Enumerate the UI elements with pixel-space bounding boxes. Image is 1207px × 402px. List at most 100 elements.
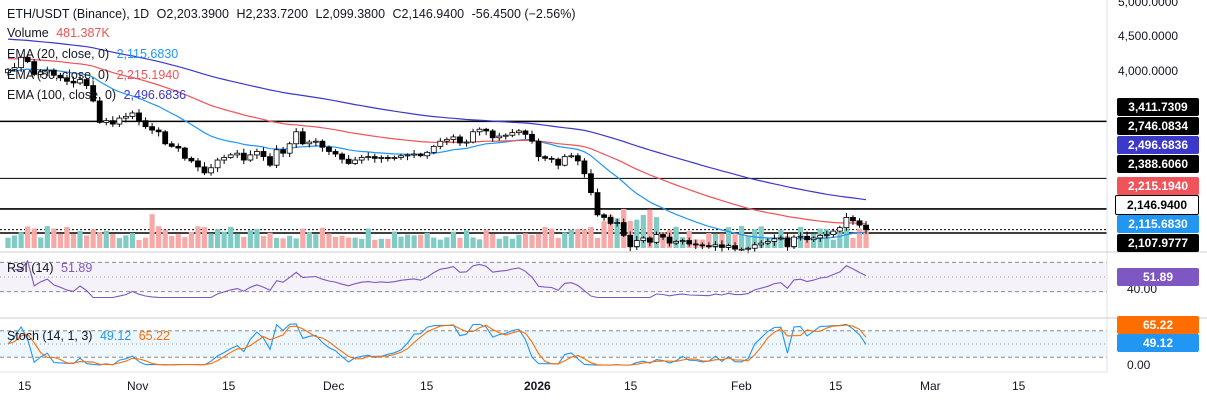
candle-body <box>712 244 719 247</box>
volume-bar <box>70 233 77 248</box>
volume-bar <box>490 233 496 248</box>
candle-body <box>37 71 44 75</box>
candle-body <box>771 238 778 242</box>
candle-body <box>306 141 313 145</box>
volume-bar <box>339 235 345 248</box>
candle-body <box>647 237 653 243</box>
candle-body <box>660 234 666 238</box>
volume-bar <box>863 228 869 248</box>
close-value: 2,146.9400 <box>401 7 465 21</box>
volume-bar <box>332 236 339 248</box>
volume-bar <box>463 230 470 248</box>
ema100-price-tag: 2,496.6836 <box>1117 136 1199 154</box>
symbol-title[interactable]: ETH/USDT (Binance), 1D <box>7 7 150 21</box>
volume-bar <box>837 232 843 248</box>
ema50-line <box>7 58 867 225</box>
rsi-legend: RSI (14) 51.89 <box>7 259 96 278</box>
volume-bar <box>57 233 63 248</box>
ema50-label[interactable]: EMA (50, close, 0) <box>7 68 110 82</box>
ema20-label[interactable]: EMA (20, close, 0) <box>7 47 110 61</box>
candle-body <box>378 157 385 159</box>
volume-bar <box>634 219 640 248</box>
candle-body <box>778 237 784 240</box>
candle-body <box>31 61 38 75</box>
rsi-label[interactable]: RSI (14) <box>7 261 54 275</box>
time-axis: 15 Nov 15 Dec 15 2026 15 Feb 15 Mar 15 <box>18 379 1026 393</box>
volume-bar <box>437 239 443 248</box>
volume-bar <box>5 237 11 248</box>
volume-bar <box>260 236 267 248</box>
candle-body <box>424 151 431 157</box>
volume-bar <box>418 234 424 248</box>
volume-bar <box>208 233 214 248</box>
volume-bar <box>18 232 24 248</box>
volume-bars <box>5 208 869 248</box>
candle-body <box>326 146 332 152</box>
candle-body <box>188 157 195 162</box>
ema100-label[interactable]: EMA (100, close, 0) <box>7 88 117 102</box>
candle-body <box>214 159 221 169</box>
candle-body <box>529 133 535 142</box>
volume-bar <box>378 238 384 248</box>
volume-bar <box>228 226 234 248</box>
open-value: 2,203.3900 <box>166 7 229 21</box>
candle-body <box>581 160 588 175</box>
close-label: C <box>392 7 402 21</box>
volume-bar <box>319 227 325 248</box>
candle-body <box>24 56 31 62</box>
volume-bar <box>280 238 286 248</box>
candle-body <box>312 140 319 143</box>
candle-body <box>358 157 365 161</box>
volume-bar <box>110 234 116 248</box>
volume-bar <box>830 239 836 248</box>
stoch-legend: Stoch (14, 1, 3) 49.12 65.22 <box>7 327 174 346</box>
candle-body <box>692 243 699 246</box>
candle-body <box>83 79 90 86</box>
candle-body <box>299 131 306 145</box>
candle-body <box>168 143 175 147</box>
volume-bar <box>365 228 371 248</box>
candle-body <box>195 160 201 168</box>
time-tick: 15 <box>420 379 434 393</box>
candle-body <box>607 217 614 224</box>
candle-body <box>764 240 771 244</box>
candle-body <box>535 140 542 158</box>
high-label: H <box>236 7 246 21</box>
candle-body <box>745 247 752 250</box>
volume-bar <box>850 237 856 248</box>
ema100-line <box>7 38 867 201</box>
volume-bar <box>535 233 542 248</box>
candle-body <box>784 237 791 247</box>
stoch-label[interactable]: Stoch (14, 1, 3) <box>7 329 93 343</box>
volume-bar <box>97 232 103 248</box>
candle-body <box>509 132 516 136</box>
candle-body <box>588 173 594 193</box>
volume-bar <box>856 228 863 248</box>
candle-body <box>181 147 188 159</box>
candle-body <box>627 234 634 247</box>
volume-bar <box>169 236 175 248</box>
candle-body <box>620 222 627 236</box>
volume-bar <box>706 233 712 248</box>
volume-bar <box>372 239 378 248</box>
candle-body <box>836 227 843 232</box>
volume-bar <box>77 230 83 248</box>
candle-body <box>561 156 568 166</box>
volume-bar <box>300 228 306 248</box>
ema50-legend: EMA (50, close, 0) 2,215.1940 <box>7 66 183 85</box>
candle-body <box>653 234 660 243</box>
candle-body <box>234 152 241 156</box>
time-tick: 15 <box>829 379 843 393</box>
volume-bar <box>542 227 548 248</box>
candle-body <box>260 151 267 158</box>
volume-bar <box>116 238 122 248</box>
time-tick: Feb <box>731 379 752 393</box>
candle-body <box>430 145 437 153</box>
volume-label[interactable]: Volume <box>7 26 49 40</box>
volume-bar <box>247 230 253 248</box>
candle-body <box>129 112 136 117</box>
candle-body <box>90 85 97 102</box>
candles <box>5 54 869 254</box>
candle-body <box>705 245 712 248</box>
